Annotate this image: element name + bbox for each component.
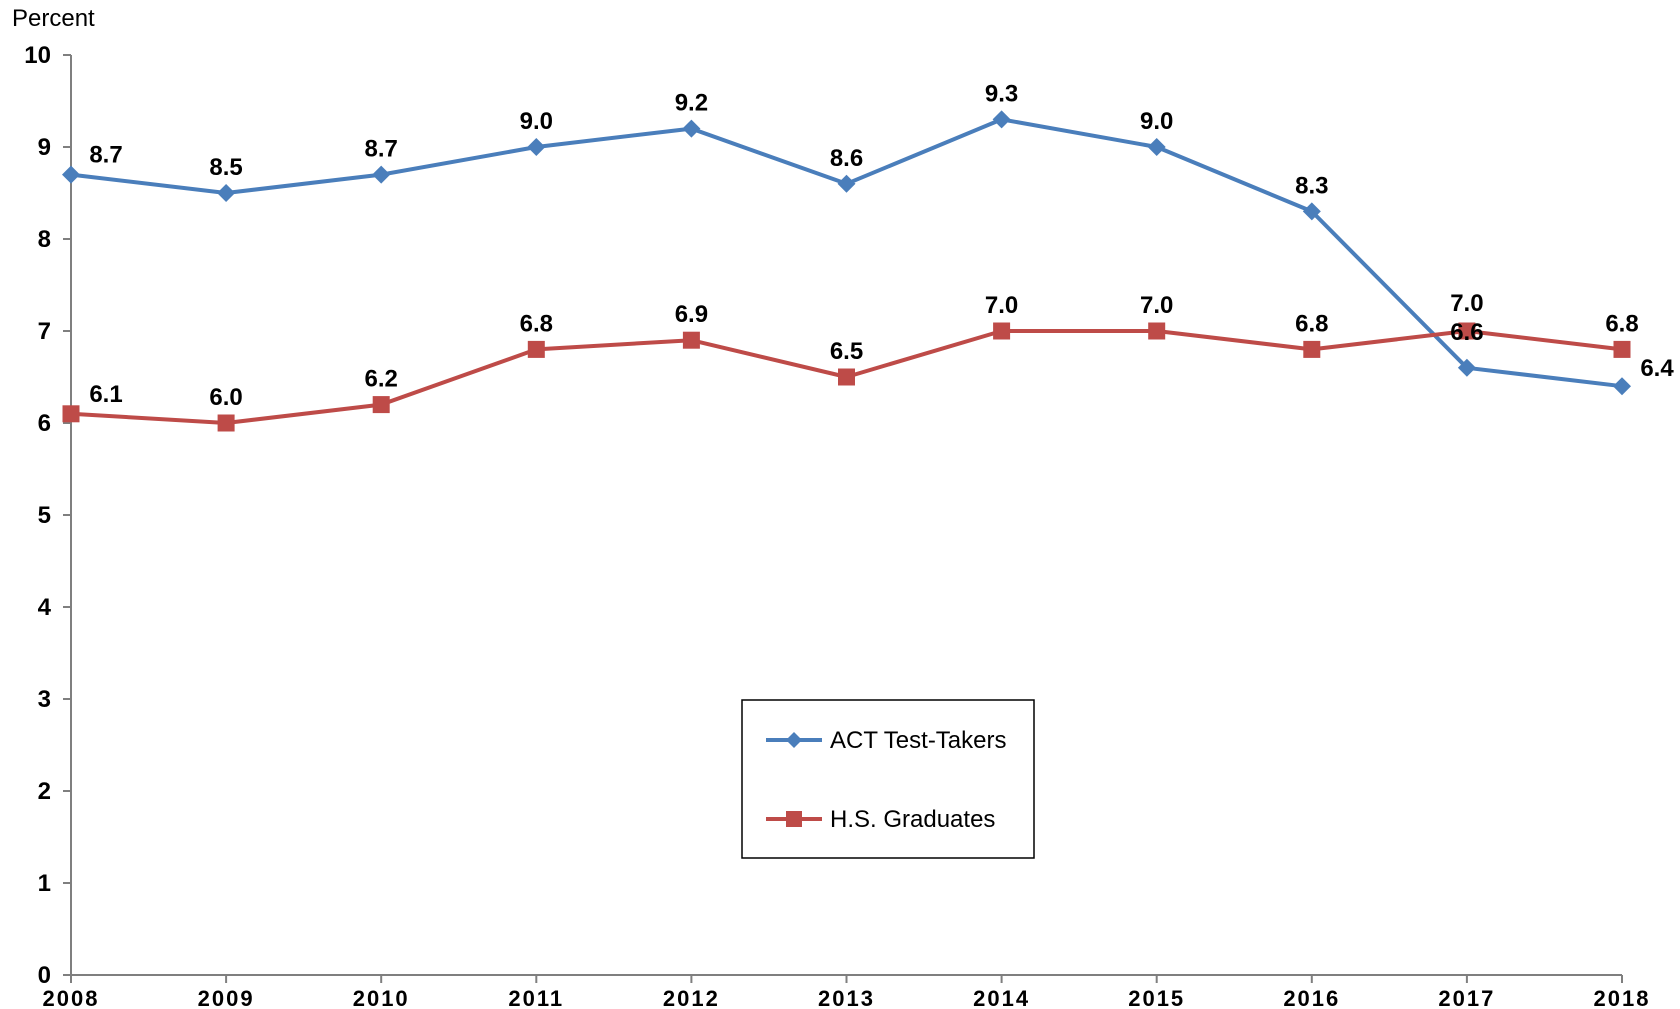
data-point-marker	[372, 165, 391, 184]
series-lines	[62, 110, 1631, 432]
y-tick-label: 0	[38, 962, 51, 989]
x-tick-label: 2017	[1438, 986, 1495, 1009]
data-label: 7.0	[985, 292, 1018, 319]
data-point-marker	[682, 331, 700, 349]
data-point-marker	[62, 165, 80, 184]
data-point-marker	[1302, 202, 1321, 221]
data-point-marker	[1458, 322, 1476, 340]
data-label: 6.1	[89, 381, 122, 408]
data-label: 7.0	[1450, 290, 1483, 317]
y-tick-label: 1	[38, 870, 51, 897]
data-point-marker	[992, 110, 1011, 129]
data-label: 8.7	[365, 136, 398, 163]
data-point-marker	[838, 368, 855, 386]
data-point-marker	[217, 414, 235, 432]
data-point-marker	[1147, 138, 1166, 156]
data-point-marker	[1457, 358, 1476, 377]
legend: ACT Test-Takers H.S. Graduates	[741, 699, 1035, 859]
data-label: 9.2	[675, 90, 708, 117]
y-tick-label: 9	[38, 134, 51, 161]
x-tick-label: 2016	[1283, 986, 1340, 1009]
data-label: 6.9	[675, 301, 708, 328]
y-tick-label: 6	[38, 410, 51, 437]
data-label: 6.8	[1605, 310, 1638, 337]
y-tick-label: 5	[38, 502, 51, 529]
legend-label: H.S. Graduates	[830, 806, 995, 833]
legend-box	[741, 699, 1035, 859]
data-point-marker	[1613, 340, 1631, 358]
data-labels: 8.7 8.5 8.7 9.0 9.2 8.6 9.3 9.0 8.3 6.6 6.4 6.1 6.0 6…	[89, 80, 1674, 411]
x-tick-label: 2012	[663, 986, 720, 1009]
data-point-marker	[1148, 322, 1166, 340]
x-tick-label: 2010	[353, 986, 410, 1009]
data-label: 6.4	[1640, 355, 1674, 382]
y-axis-label: Percent	[12, 5, 95, 32]
data-point-marker	[62, 405, 80, 423]
y-tick-label: 10	[24, 42, 51, 69]
data-label: 6.2	[365, 366, 398, 393]
data-label: 8.6	[830, 145, 863, 172]
data-point-marker	[1613, 377, 1631, 396]
x-tick-label: 2013	[818, 986, 875, 1009]
data-point-marker	[217, 184, 236, 202]
x-tick-label: 2011	[508, 986, 564, 1009]
data-point-marker	[527, 138, 546, 156]
data-point-marker	[993, 322, 1011, 340]
data-label: 6.8	[1295, 310, 1328, 337]
data-point-marker	[837, 174, 856, 193]
legend-marker	[786, 811, 802, 827]
data-label: 9.0	[1140, 108, 1173, 135]
data-label: 8.3	[1295, 172, 1328, 199]
x-tick-label: 2014	[973, 986, 1030, 1009]
data-label: 6.5	[830, 338, 863, 365]
data-point-marker	[682, 119, 701, 138]
data-label: 8.7	[89, 142, 122, 169]
y-tick-label: 8	[38, 226, 51, 253]
data-point-marker	[372, 396, 390, 414]
y-tick-label: 2	[38, 778, 51, 805]
y-tick-label: 7	[38, 318, 51, 345]
legend-marker	[786, 732, 802, 748]
data-label: 6.0	[209, 384, 242, 411]
data-point-marker	[527, 340, 545, 358]
axes: 0 1 2 3 4 5 6 7 8 9 10 2008 2009 2010 2011 2012 2013 2014…	[24, 42, 1651, 1009]
data-label: 6.6	[1450, 319, 1483, 346]
data-label: 9.0	[520, 108, 553, 135]
y-tick-label: 4	[38, 594, 52, 621]
data-label: 8.5	[209, 154, 242, 181]
y-tick-label: 3	[38, 686, 51, 713]
data-label: 9.3	[985, 80, 1018, 107]
data-point-marker	[1303, 340, 1321, 358]
x-tick-label: 2015	[1128, 986, 1185, 1009]
x-tick-label: 2018	[1594, 986, 1651, 1009]
data-label: 6.8	[520, 310, 553, 337]
x-tick-label: 2008	[43, 986, 100, 1009]
data-label: 7.0	[1140, 292, 1173, 319]
x-tick-label: 2009	[198, 986, 255, 1009]
legend-label: ACT Test-Takers	[830, 727, 1007, 754]
